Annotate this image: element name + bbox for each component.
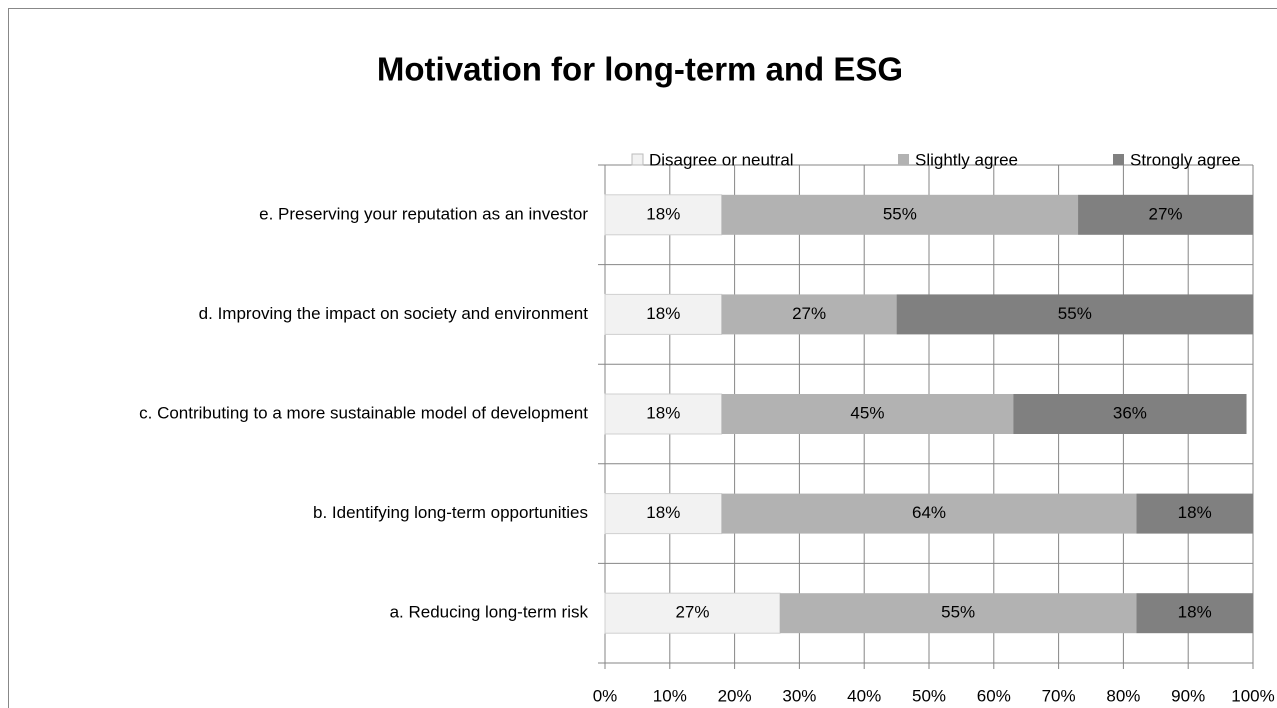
legend-swatch [1113, 154, 1124, 165]
y-tick-label: c. Contributing to a more sustainable mo… [139, 403, 588, 422]
data-label: 45% [850, 403, 884, 422]
data-label: 27% [675, 603, 709, 622]
legend-swatch [631, 153, 644, 166]
chart-border [8, 8, 1277, 708]
data-label: 27% [792, 304, 826, 323]
x-tick-label: 100% [1231, 686, 1274, 705]
y-tick-label: e. Preserving your reputation as an inve… [259, 204, 588, 223]
data-label: 18% [646, 304, 680, 323]
bar-segment [1136, 593, 1253, 634]
bar-segment [604, 592, 781, 634]
bar-segment [779, 593, 1137, 634]
data-label: 18% [646, 403, 680, 422]
bar-segment [604, 194, 723, 236]
legend-swatch [898, 154, 909, 165]
data-label: 64% [912, 503, 946, 522]
y-tick-label: a. Reducing long-term risk [390, 603, 589, 622]
x-tick-label: 60% [977, 686, 1011, 705]
data-label: 36% [1113, 403, 1147, 422]
data-label: 55% [941, 603, 975, 622]
bar-segment [604, 293, 723, 335]
x-tick-label: 0% [593, 686, 618, 705]
bar-segment [721, 294, 897, 335]
x-tick-label: 70% [1042, 686, 1076, 705]
legend-label: Strongly agree [1130, 150, 1241, 169]
legend-label: Disagree or neutral [649, 150, 794, 169]
y-tick-label: b. Identifying long-term opportunities [313, 503, 588, 522]
bar-segment [721, 493, 1137, 534]
x-tick-label: 80% [1106, 686, 1140, 705]
bar-segment [1136, 493, 1253, 534]
bar-segment [1013, 394, 1247, 434]
bar-segment [721, 394, 1014, 434]
chart-title: Motivation for long-term and ESG [377, 51, 903, 88]
legend-label: Slightly agree [915, 150, 1018, 169]
x-tick-label: 40% [847, 686, 881, 705]
data-label: 55% [883, 204, 917, 223]
bar-segment [896, 294, 1253, 335]
x-tick-label: 90% [1171, 686, 1205, 705]
x-tick-label: 10% [653, 686, 687, 705]
x-tick-label: 50% [912, 686, 946, 705]
x-tick-label: 30% [782, 686, 816, 705]
bar-segment [721, 194, 1079, 235]
data-label: 18% [646, 204, 680, 223]
data-label: 27% [1149, 204, 1183, 223]
y-tick-label: d. Improving the impact on society and e… [199, 304, 589, 323]
data-label: 18% [1178, 503, 1212, 522]
data-label: 18% [1178, 603, 1212, 622]
x-tick-label: 20% [718, 686, 752, 705]
data-label: 18% [646, 503, 680, 522]
bar-segment [1078, 194, 1253, 235]
data-label: 55% [1058, 304, 1092, 323]
